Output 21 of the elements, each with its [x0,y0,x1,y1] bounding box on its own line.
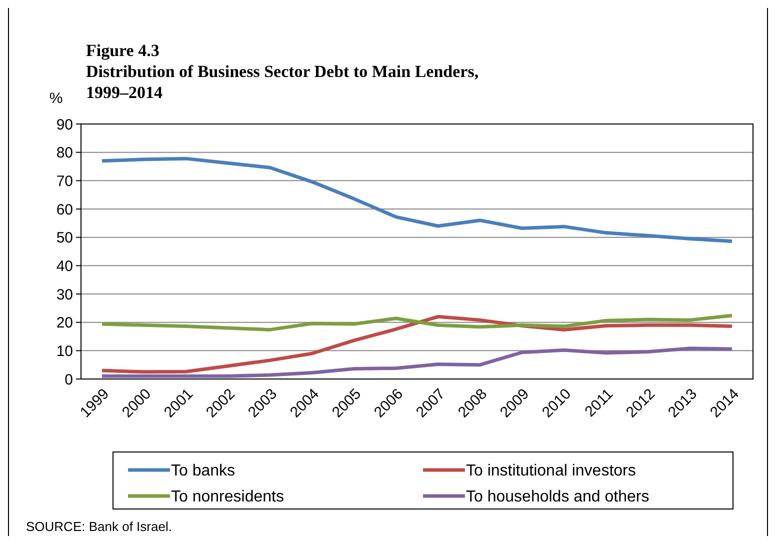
y-tick-label: 50 [56,230,73,247]
source-note: SOURCE: Bank of Israel. [26,519,172,534]
legend-label: To banks [171,462,236,480]
y-tick-label: 70 [56,172,73,190]
y-tick-label: 60 [56,201,73,218]
line-series [100,314,734,374]
y-tick-label: 80 [56,144,73,162]
legend-label: To households and others [466,488,650,506]
y-axis-title: % [49,90,63,107]
line-series [100,156,734,244]
y-tick-label: 0 [64,371,73,388]
y-tick-label: 30 [56,286,73,304]
legend-label: To nonresidents [171,488,284,506]
y-tick-label: 90 [56,116,73,134]
y-tick-label: 10 [56,342,73,360]
line-series [100,314,734,332]
y-tick-label: 20 [56,314,73,332]
y-tick-label: 40 [56,258,73,275]
line-series [100,346,734,378]
legend-label: To institutional investors [466,462,636,480]
chart-title: Figure 4.3 Distribution of Business Sector Debt to Main Lenders, 1999–2014 [86,41,479,102]
